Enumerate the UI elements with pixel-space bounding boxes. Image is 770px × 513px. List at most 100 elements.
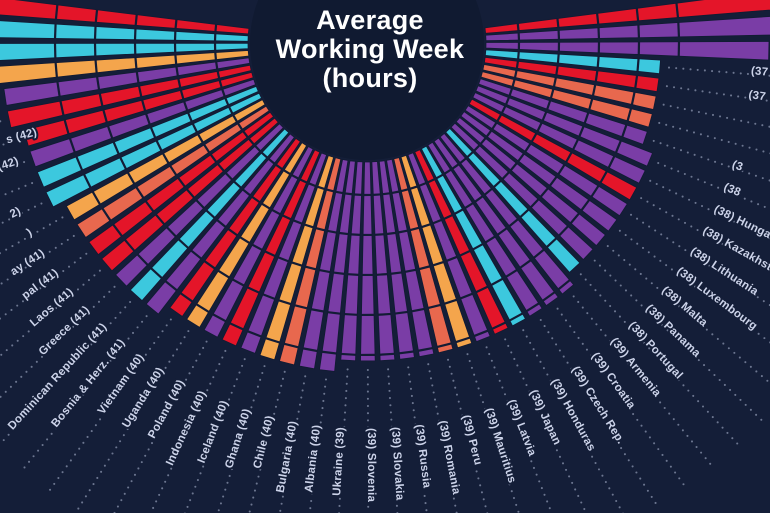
segment-divider	[141, 99, 147, 111]
segment-divider	[508, 88, 513, 96]
leader-line	[387, 368, 399, 513]
segment-divider	[536, 122, 543, 132]
segment-divider	[634, 75, 639, 89]
segment-divider	[411, 307, 425, 313]
chart-bar	[259, 155, 335, 361]
chart-bar	[455, 117, 606, 247]
chart-bar	[0, 42, 249, 61]
segment-divider	[484, 188, 493, 196]
leader-line	[556, 307, 688, 490]
segment-divider	[124, 239, 136, 252]
segment-divider	[264, 250, 276, 257]
segment-divider	[486, 130, 492, 138]
segment-divider	[135, 71, 140, 83]
segment-divider	[399, 350, 414, 355]
segment-divider	[533, 248, 545, 259]
segment-divider	[137, 85, 143, 97]
chart-bar	[3, 57, 251, 106]
segment-divider	[496, 114, 502, 122]
segment-divider	[187, 112, 193, 122]
leader-line	[407, 366, 428, 513]
segment-divider	[542, 291, 556, 302]
segment-divider	[304, 223, 314, 229]
segment-divider	[150, 267, 163, 279]
segment-divider	[277, 256, 289, 263]
segment-divider	[418, 346, 433, 352]
segment-divider	[232, 278, 245, 287]
segment-divider	[212, 313, 227, 323]
segment-divider	[315, 227, 325, 232]
segment-divider	[510, 162, 518, 171]
chart-bar	[0, 20, 249, 42]
segment-divider	[558, 225, 569, 237]
segment-divider	[556, 18, 560, 28]
segment-divider	[519, 208, 530, 218]
chart-bar	[36, 85, 259, 188]
segment-divider	[191, 123, 198, 133]
segment-divider	[134, 14, 138, 26]
segment-divider	[459, 157, 467, 164]
leader-line	[338, 368, 349, 513]
segment-divider	[421, 223, 431, 229]
segment-divider	[596, 56, 600, 68]
segment-divider	[215, 61, 219, 70]
bar-label: Albania (40)	[303, 424, 323, 493]
segment-divider	[446, 255, 458, 262]
chart-bar	[478, 78, 648, 145]
segment-divider	[294, 304, 308, 310]
segment-divider	[227, 228, 238, 237]
segment-divider	[53, 24, 57, 39]
segment-divider	[327, 311, 341, 315]
segment-divider	[261, 202, 271, 210]
segment-divider	[511, 79, 516, 87]
chart-title-line3: (hours)	[322, 63, 417, 93]
segment-divider	[112, 141, 120, 155]
segment-divider	[501, 105, 507, 114]
segment-divider	[400, 188, 409, 193]
segment-divider	[410, 226, 420, 232]
segment-divider	[247, 286, 260, 294]
segment-divider	[326, 188, 334, 193]
segment-divider	[205, 209, 216, 219]
chart-bar	[23, 71, 254, 147]
segment-divider	[203, 260, 216, 270]
segment-divider	[94, 60, 98, 73]
segment-divider	[265, 337, 280, 344]
segment-divider	[436, 173, 444, 180]
segment-divider	[519, 259, 532, 269]
segment-divider	[515, 61, 519, 69]
segment-divider	[149, 127, 157, 138]
segment-divider	[293, 219, 303, 225]
segment-divider	[473, 144, 481, 152]
chart-bar	[6, 64, 252, 129]
segment-divider	[637, 25, 641, 38]
segment-divider	[203, 144, 211, 153]
segment-divider	[418, 182, 427, 187]
segment-divider	[379, 352, 395, 356]
segment-divider	[552, 77, 557, 87]
chart-bar	[484, 0, 770, 34]
chart-title-line1: Average	[316, 5, 424, 35]
segment-divider	[299, 178, 308, 184]
segment-divider	[473, 329, 489, 337]
segment-divider	[179, 90, 185, 100]
segment-divider	[335, 190, 343, 195]
chart-bar	[29, 78, 257, 168]
segment-divider	[677, 22, 681, 37]
leader-line	[662, 103, 770, 128]
segment-divider	[591, 84, 597, 96]
segment-divider	[175, 66, 179, 76]
segment-divider	[261, 151, 268, 159]
segment-divider	[248, 138, 255, 145]
segment-divider	[180, 292, 194, 303]
segment-divider	[509, 312, 523, 322]
segment-divider	[126, 172, 136, 185]
chart-bar	[485, 41, 770, 61]
segment-divider	[327, 229, 337, 234]
segment-divider	[134, 57, 138, 69]
leader-line	[593, 259, 765, 423]
segment-divider	[251, 196, 261, 204]
segment-divider	[546, 100, 552, 110]
segment-divider	[209, 154, 218, 163]
segment-divider	[557, 164, 566, 175]
